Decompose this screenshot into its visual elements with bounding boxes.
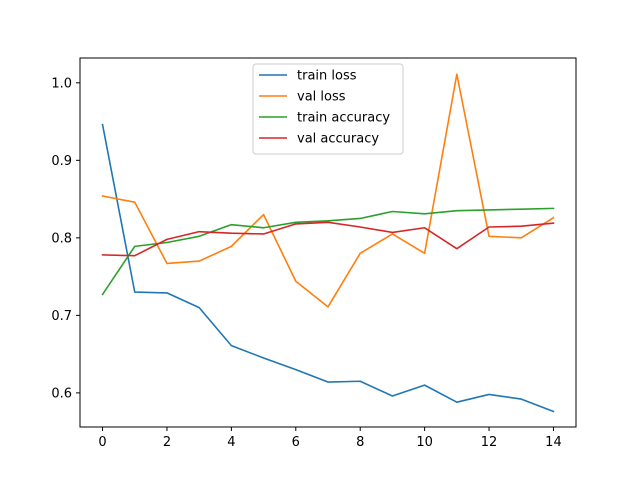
y-tick-label: 1.0 [51,76,72,91]
y-tick-label: 0.8 [51,231,72,246]
series-line-3 [101,221,555,257]
y-axis: 0.6 0.7 0.8 0.9 1.0 [51,76,80,401]
x-tick-label: 6 [292,435,300,450]
series-line-1 [101,73,555,308]
series-line-2 [101,207,555,296]
legend-box [252,63,404,155]
x-tick-label: 4 [227,435,235,450]
x-axis: 0 2 4 6 8 10 12 14 [98,427,562,450]
series-layer [101,73,555,413]
legend-label-1: val loss [297,90,346,105]
y-tick-label: 0.7 [51,309,72,324]
x-tick-label: 10 [416,435,433,450]
x-tick-label: 2 [163,435,171,450]
y-tick-label: 0.9 [51,154,72,169]
legend-label-3: val accuracy [297,132,379,147]
legend-label-0: train loss [297,69,357,84]
x-tick-label: 12 [481,435,498,450]
y-tick-label: 0.6 [51,386,72,401]
x-tick-label: 0 [98,435,106,450]
x-tick-label: 14 [545,435,562,450]
legend: train loss val loss train accuracy val accu… [252,63,404,155]
plot-frame [79,57,577,428]
series-line-0 [101,123,555,413]
legend-label-2: train accuracy [297,111,390,126]
x-tick-label: 8 [356,435,364,450]
